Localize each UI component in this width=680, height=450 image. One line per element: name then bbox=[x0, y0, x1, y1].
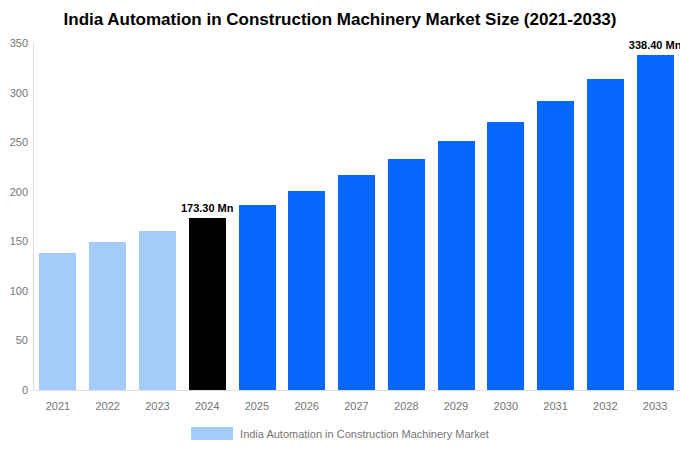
x-tick-label-2032: 2032 bbox=[581, 399, 629, 413]
x-axis-line bbox=[33, 390, 680, 391]
legend-label: India Automation in Construction Machine… bbox=[240, 428, 489, 440]
x-tick-label-2031: 2031 bbox=[532, 399, 580, 413]
bar-value-label-2024: 173.30 Mn bbox=[162, 201, 252, 215]
bar-2033[interactable] bbox=[637, 55, 674, 391]
bar-2029[interactable] bbox=[438, 141, 475, 390]
bar-2024[interactable] bbox=[189, 218, 226, 390]
bar-value-label-2033: 338.40 Mn bbox=[610, 38, 680, 52]
x-tick-label-2023: 2023 bbox=[133, 399, 181, 413]
y-tick-label: 0 bbox=[0, 383, 28, 397]
y-tick-label: 300 bbox=[0, 86, 28, 100]
y-tick-label: 350 bbox=[0, 36, 28, 50]
bar-2025[interactable] bbox=[239, 205, 276, 390]
bar-2031[interactable] bbox=[537, 101, 574, 390]
x-tick-label-2022: 2022 bbox=[84, 399, 132, 413]
legend: India Automation in Construction Machine… bbox=[191, 427, 489, 440]
x-tick-label-2024: 2024 bbox=[183, 399, 231, 413]
y-tick-label: 150 bbox=[0, 234, 28, 248]
y-tick-label: 100 bbox=[0, 284, 28, 298]
y-tick-label: 200 bbox=[0, 185, 28, 199]
bar-2030[interactable] bbox=[487, 122, 524, 390]
x-tick-label-2028: 2028 bbox=[382, 399, 430, 413]
y-tick-label: 250 bbox=[0, 135, 28, 149]
y-axis-line bbox=[33, 43, 34, 390]
x-tick-label-2029: 2029 bbox=[432, 399, 480, 413]
bar-2027[interactable] bbox=[338, 175, 375, 390]
x-tick-label-2033: 2033 bbox=[631, 399, 679, 413]
plot-area: 050100150200250300350 202120222023202420… bbox=[0, 0, 680, 450]
x-tick-label-2027: 2027 bbox=[333, 399, 381, 413]
y-tick-label: 50 bbox=[0, 333, 28, 347]
x-tick-label-2026: 2026 bbox=[283, 399, 331, 413]
bar-2032[interactable] bbox=[587, 79, 624, 390]
x-tick-label-2021: 2021 bbox=[34, 399, 82, 413]
bar-2022[interactable] bbox=[89, 242, 126, 390]
bar-2026[interactable] bbox=[288, 191, 325, 390]
x-tick-label-2025: 2025 bbox=[233, 399, 281, 413]
bar-2028[interactable] bbox=[388, 159, 425, 390]
bar-2023[interactable] bbox=[139, 231, 176, 391]
chart-canvas: India Automation in Construction Machine… bbox=[0, 0, 680, 450]
legend-swatch-icon bbox=[191, 427, 233, 440]
x-tick-label-2030: 2030 bbox=[482, 399, 530, 413]
bar-2021[interactable] bbox=[39, 253, 76, 390]
